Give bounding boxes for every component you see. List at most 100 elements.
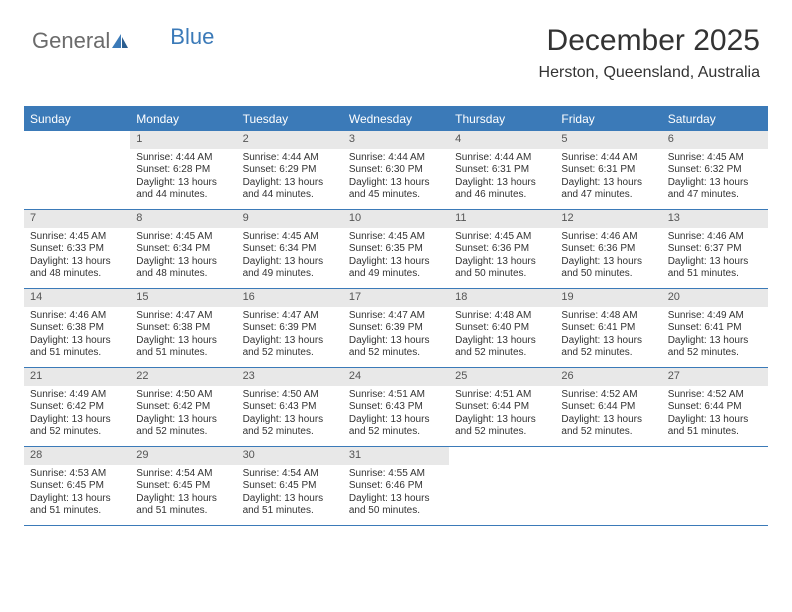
day-body: Sunrise: 4:47 AMSunset: 6:38 PMDaylight:… — [130, 307, 236, 364]
daylight-text-2: and 51 minutes. — [668, 268, 762, 281]
day-cell: 9Sunrise: 4:45 AMSunset: 6:34 PMDaylight… — [237, 210, 343, 288]
daylight-text-2: and 52 minutes. — [243, 426, 337, 439]
title-block: December 2025 Herston, Queensland, Austr… — [539, 24, 760, 82]
sunrise-text: Sunrise: 4:49 AM — [30, 389, 124, 402]
day-cell: 19Sunrise: 4:48 AMSunset: 6:41 PMDayligh… — [555, 289, 661, 367]
sunset-text: Sunset: 6:44 PM — [561, 401, 655, 414]
sunset-text: Sunset: 6:40 PM — [455, 322, 549, 335]
daylight-text-1: Daylight: 13 hours — [455, 256, 549, 269]
sunset-text: Sunset: 6:43 PM — [243, 401, 337, 414]
day-body: Sunrise: 4:46 AMSunset: 6:38 PMDaylight:… — [24, 307, 130, 364]
day-cell: 10Sunrise: 4:45 AMSunset: 6:35 PMDayligh… — [343, 210, 449, 288]
sunrise-text: Sunrise: 4:52 AM — [668, 389, 762, 402]
sunset-text: Sunset: 6:42 PM — [30, 401, 124, 414]
day-body: Sunrise: 4:45 AMSunset: 6:34 PMDaylight:… — [237, 228, 343, 285]
sunset-text: Sunset: 6:41 PM — [668, 322, 762, 335]
day-body: Sunrise: 4:52 AMSunset: 6:44 PMDaylight:… — [662, 386, 768, 443]
month-title: December 2025 — [539, 24, 760, 58]
sunset-text: Sunset: 6:31 PM — [455, 164, 549, 177]
day-body: Sunrise: 4:50 AMSunset: 6:43 PMDaylight:… — [237, 386, 343, 443]
daylight-text-1: Daylight: 13 hours — [668, 256, 762, 269]
sunrise-text: Sunrise: 4:45 AM — [668, 152, 762, 165]
daylight-text-2: and 44 minutes. — [136, 189, 230, 202]
day-number: 15 — [130, 289, 236, 307]
daylight-text-2: and 52 minutes. — [455, 426, 549, 439]
logo-text-2: Blue — [170, 24, 214, 50]
daylight-text-1: Daylight: 13 hours — [136, 177, 230, 190]
week-row: .1Sunrise: 4:44 AMSunset: 6:28 PMDayligh… — [24, 131, 768, 210]
sunrise-text: Sunrise: 4:50 AM — [243, 389, 337, 402]
day-cell: . — [555, 447, 661, 525]
sunset-text: Sunset: 6:31 PM — [561, 164, 655, 177]
day-body: Sunrise: 4:47 AMSunset: 6:39 PMDaylight:… — [237, 307, 343, 364]
day-number: 3 — [343, 131, 449, 149]
logo-text-1: General — [32, 28, 110, 54]
daylight-text-2: and 47 minutes. — [561, 189, 655, 202]
daylight-text-2: and 46 minutes. — [455, 189, 549, 202]
sunset-text: Sunset: 6:46 PM — [349, 480, 443, 493]
daylight-text-1: Daylight: 13 hours — [243, 177, 337, 190]
day-cell: . — [24, 131, 130, 209]
day-body: Sunrise: 4:54 AMSunset: 6:45 PMDaylight:… — [130, 465, 236, 522]
week-row: 14Sunrise: 4:46 AMSunset: 6:38 PMDayligh… — [24, 289, 768, 368]
sunset-text: Sunset: 6:39 PM — [349, 322, 443, 335]
day-body: Sunrise: 4:52 AMSunset: 6:44 PMDaylight:… — [555, 386, 661, 443]
sunrise-text: Sunrise: 4:47 AM — [136, 310, 230, 323]
day-cell: 24Sunrise: 4:51 AMSunset: 6:43 PMDayligh… — [343, 368, 449, 446]
daylight-text-1: Daylight: 13 hours — [561, 177, 655, 190]
daylight-text-2: and 44 minutes. — [243, 189, 337, 202]
sunset-text: Sunset: 6:38 PM — [136, 322, 230, 335]
sunset-text: Sunset: 6:34 PM — [243, 243, 337, 256]
sunrise-text: Sunrise: 4:46 AM — [561, 231, 655, 244]
day-number: 27 — [662, 368, 768, 386]
daylight-text-1: Daylight: 13 hours — [30, 256, 124, 269]
daylight-text-1: Daylight: 13 hours — [30, 414, 124, 427]
sunrise-text: Sunrise: 4:46 AM — [30, 310, 124, 323]
week-row: 21Sunrise: 4:49 AMSunset: 6:42 PMDayligh… — [24, 368, 768, 447]
day-body: Sunrise: 4:44 AMSunset: 6:30 PMDaylight:… — [343, 149, 449, 206]
day-cell: 6Sunrise: 4:45 AMSunset: 6:32 PMDaylight… — [662, 131, 768, 209]
day-number: 25 — [449, 368, 555, 386]
day-body: Sunrise: 4:45 AMSunset: 6:34 PMDaylight:… — [130, 228, 236, 285]
day-body: Sunrise: 4:47 AMSunset: 6:39 PMDaylight:… — [343, 307, 449, 364]
daylight-text-2: and 49 minutes. — [349, 268, 443, 281]
daylight-text-1: Daylight: 13 hours — [136, 256, 230, 269]
day-body: Sunrise: 4:55 AMSunset: 6:46 PMDaylight:… — [343, 465, 449, 522]
day-cell: 8Sunrise: 4:45 AMSunset: 6:34 PMDaylight… — [130, 210, 236, 288]
sunset-text: Sunset: 6:34 PM — [136, 243, 230, 256]
daylight-text-2: and 52 minutes. — [561, 347, 655, 360]
day-cell: 16Sunrise: 4:47 AMSunset: 6:39 PMDayligh… — [237, 289, 343, 367]
sunset-text: Sunset: 6:35 PM — [349, 243, 443, 256]
day-cell: 3Sunrise: 4:44 AMSunset: 6:30 PMDaylight… — [343, 131, 449, 209]
sunrise-text: Sunrise: 4:55 AM — [349, 468, 443, 481]
daylight-text-1: Daylight: 13 hours — [561, 414, 655, 427]
day-number: 22 — [130, 368, 236, 386]
location-text: Herston, Queensland, Australia — [539, 64, 760, 82]
daylight-text-1: Daylight: 13 hours — [243, 256, 337, 269]
sunset-text: Sunset: 6:29 PM — [243, 164, 337, 177]
sunset-text: Sunset: 6:38 PM — [30, 322, 124, 335]
day-number: 18 — [449, 289, 555, 307]
day-cell: 23Sunrise: 4:50 AMSunset: 6:43 PMDayligh… — [237, 368, 343, 446]
daylight-text-2: and 51 minutes. — [243, 505, 337, 518]
sunset-text: Sunset: 6:42 PM — [136, 401, 230, 414]
day-body: Sunrise: 4:51 AMSunset: 6:44 PMDaylight:… — [449, 386, 555, 443]
day-body: Sunrise: 4:46 AMSunset: 6:36 PMDaylight:… — [555, 228, 661, 285]
daylight-text-2: and 51 minutes. — [136, 505, 230, 518]
sunrise-text: Sunrise: 4:44 AM — [455, 152, 549, 165]
daylight-text-1: Daylight: 13 hours — [455, 177, 549, 190]
daylight-text-2: and 52 minutes. — [349, 347, 443, 360]
day-number: 12 — [555, 210, 661, 228]
daylight-text-2: and 45 minutes. — [349, 189, 443, 202]
day-number: 4 — [449, 131, 555, 149]
day-body: Sunrise: 4:44 AMSunset: 6:28 PMDaylight:… — [130, 149, 236, 206]
day-body: Sunrise: 4:45 AMSunset: 6:35 PMDaylight:… — [343, 228, 449, 285]
sunset-text: Sunset: 6:41 PM — [561, 322, 655, 335]
day-body: Sunrise: 4:44 AMSunset: 6:31 PMDaylight:… — [449, 149, 555, 206]
sunrise-text: Sunrise: 4:44 AM — [349, 152, 443, 165]
sunset-text: Sunset: 6:37 PM — [668, 243, 762, 256]
day-cell: 18Sunrise: 4:48 AMSunset: 6:40 PMDayligh… — [449, 289, 555, 367]
daylight-text-2: and 51 minutes. — [30, 505, 124, 518]
daylight-text-1: Daylight: 13 hours — [243, 493, 337, 506]
day-body: Sunrise: 4:45 AMSunset: 6:33 PMDaylight:… — [24, 228, 130, 285]
